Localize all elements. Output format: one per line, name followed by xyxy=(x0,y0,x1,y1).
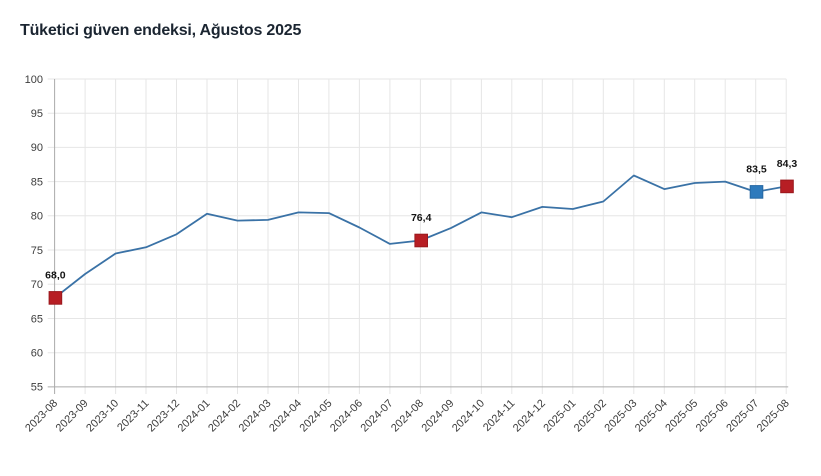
svg-text:55: 55 xyxy=(31,382,43,394)
svg-text:76,4: 76,4 xyxy=(411,212,432,224)
svg-text:70: 70 xyxy=(31,279,43,291)
svg-text:83,5: 83,5 xyxy=(746,164,767,176)
svg-text:80: 80 xyxy=(31,211,43,223)
svg-text:85: 85 xyxy=(31,176,43,188)
svg-text:60: 60 xyxy=(31,348,43,360)
svg-text:68,0: 68,0 xyxy=(45,270,66,282)
svg-text:95: 95 xyxy=(31,108,43,120)
svg-text:84,3: 84,3 xyxy=(777,158,798,170)
svg-text:100: 100 xyxy=(25,74,43,86)
svg-text:65: 65 xyxy=(31,313,43,325)
svg-text:75: 75 xyxy=(31,245,43,257)
svg-text:90: 90 xyxy=(31,142,43,154)
